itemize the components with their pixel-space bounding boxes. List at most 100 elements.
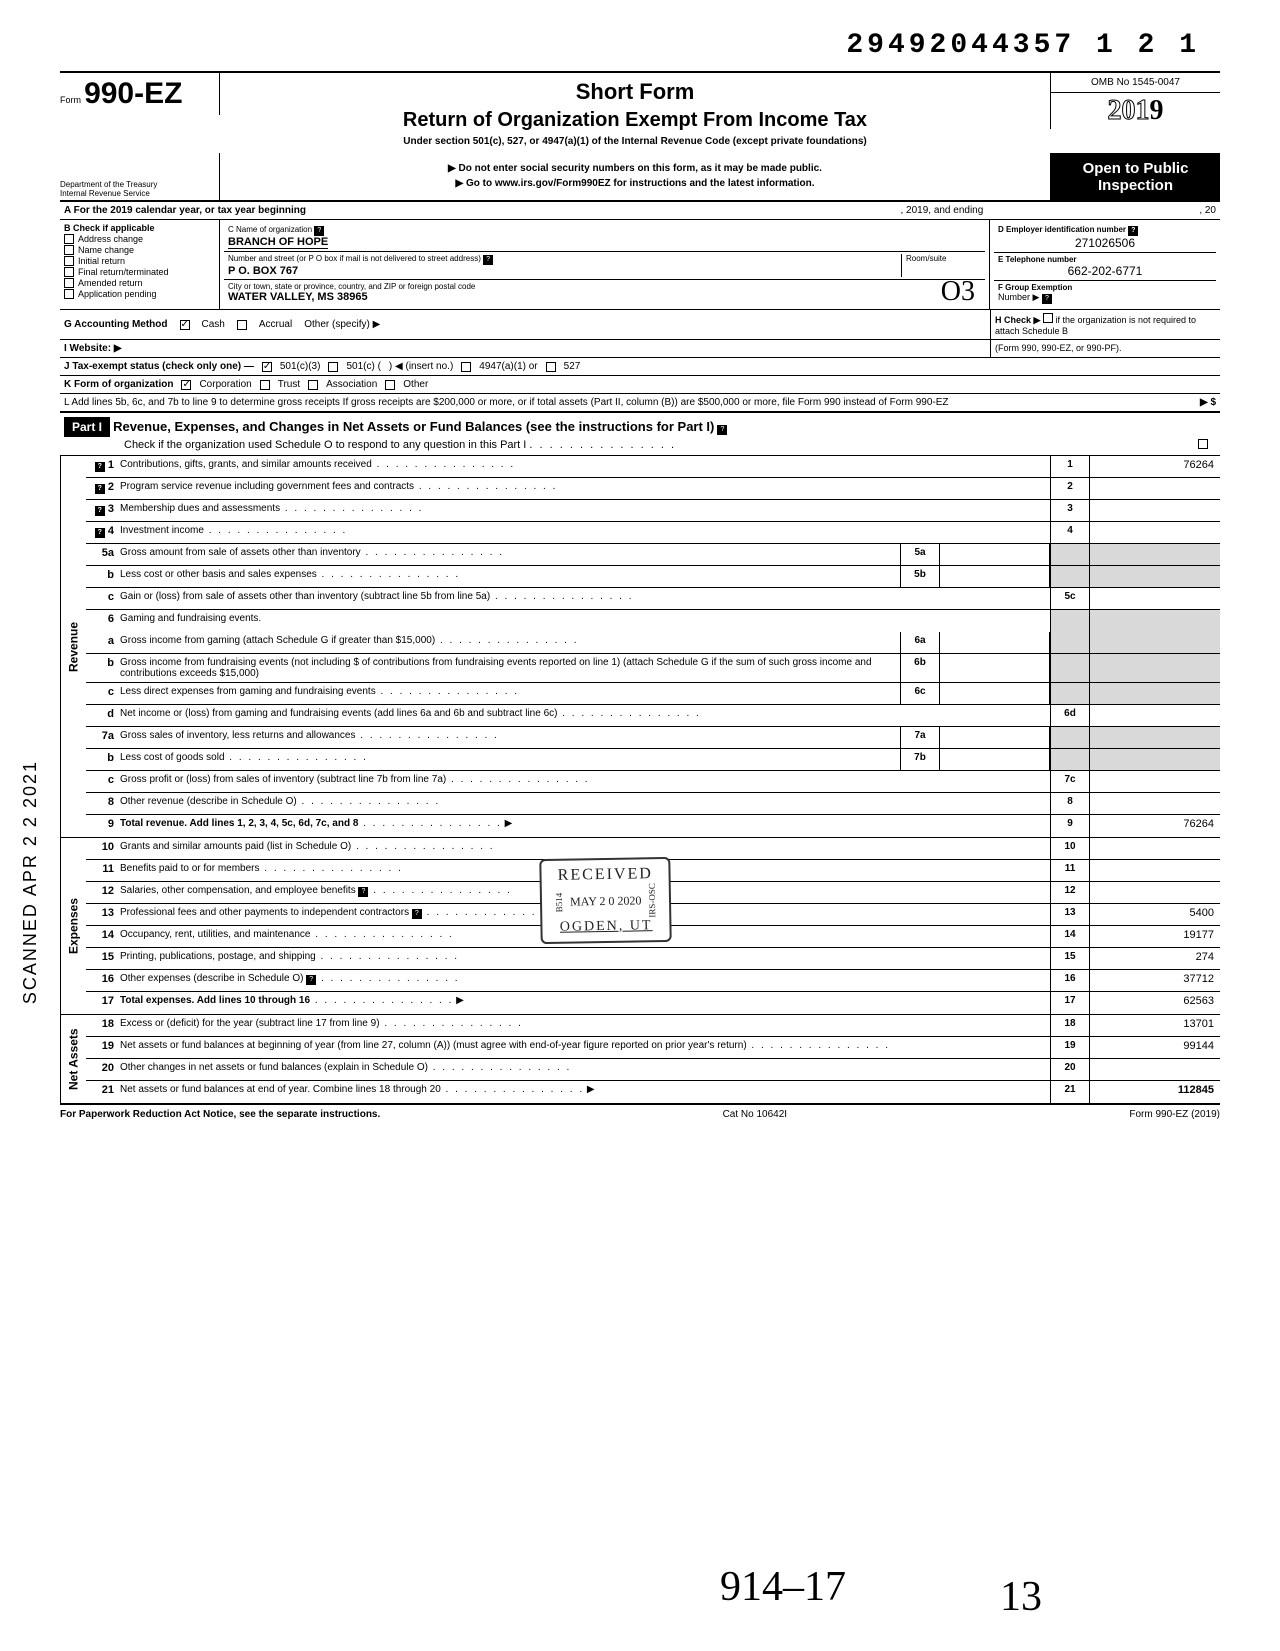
- street-row: Number and street (or P O box if mail is…: [224, 252, 985, 280]
- section-d: D Employer identification number ? 27102…: [994, 223, 1216, 253]
- assoc-label: Association: [326, 379, 377, 390]
- line1-val: 76264: [1090, 456, 1220, 477]
- check-initial[interactable]: Initial return: [64, 256, 215, 266]
- check-amended[interactable]: Amended return: [64, 278, 215, 288]
- trust-checkbox[interactable]: [260, 380, 270, 390]
- chk-lbl-1: Name change: [78, 245, 134, 255]
- part1-label: Part I: [64, 417, 110, 437]
- corp-label: Corporation: [199, 379, 251, 390]
- accrual-checkbox[interactable]: [237, 320, 247, 330]
- line5a-text: Gross amount from sale of assets other t…: [120, 547, 361, 558]
- line9-text: Total revenue. Add lines 1, 2, 3, 4, 5c,…: [120, 818, 358, 829]
- footer-right: Form 990-EZ (2019): [1129, 1109, 1220, 1120]
- line19-val: 99144: [1090, 1037, 1220, 1058]
- help-icon[interactable]: ?: [95, 528, 105, 538]
- row-l: L Add lines 5b, 6c, and 7b to line 9 to …: [60, 394, 1220, 413]
- header-right: OMB No 1545-0047 2019: [1050, 73, 1220, 129]
- h-label: H Check ▶: [995, 315, 1040, 325]
- row-a-ending2: , 20: [1199, 205, 1216, 216]
- help-icon[interactable]: ?: [358, 887, 368, 897]
- check-address[interactable]: Address change: [64, 234, 215, 244]
- part1-check-text: Check if the organization used Schedule …: [124, 439, 526, 451]
- street-label: Number and street (or P O box if mail is…: [228, 254, 481, 263]
- line7c-text: Gross profit or (loss) from sales of inv…: [120, 774, 446, 785]
- revenue-side-label: Revenue: [60, 456, 86, 837]
- line6-text: Gaming and fundraising events.: [120, 613, 261, 624]
- subtitle: Under section 501(c), 527, or 4947(a)(1)…: [230, 136, 1040, 147]
- org-name-row: C Name of organization ? BRANCH OF HOPE: [224, 223, 985, 252]
- line20-text: Other changes in net assets or fund bala…: [120, 1062, 428, 1073]
- help-icon[interactable]: ?: [483, 255, 493, 265]
- 527-checkbox[interactable]: [546, 362, 556, 372]
- stamp-date: MAY 2 0 2020: [570, 893, 642, 909]
- row-k: K Form of organization Corporation Trust…: [60, 376, 1220, 394]
- 501c3-checkbox[interactable]: [262, 362, 272, 372]
- line17-text: Total expenses. Add lines 10 through 16: [120, 995, 310, 1006]
- bcdef-block: B Check if applicable Address change Nam…: [60, 220, 1220, 310]
- insert-no: ) ◀ (insert no.): [389, 361, 453, 372]
- scanned-date-sidebar: SCANNED APR 2 2 2021: [20, 760, 41, 1004]
- help-icon[interactable]: ?: [1128, 226, 1138, 236]
- help-icon[interactable]: ?: [412, 909, 422, 919]
- line19-text: Net assets or fund balances at beginning…: [120, 1040, 747, 1051]
- line6a-text: Gross income from gaming (attach Schedul…: [120, 635, 435, 646]
- line7b-text: Less cost of goods sold: [120, 752, 225, 763]
- line16-val: 37712: [1090, 970, 1220, 991]
- line13-text: Professional fees and other payments to …: [120, 907, 409, 918]
- line12-text: Salaries, other compensation, and employ…: [120, 885, 356, 896]
- year-2: 2: [1108, 95, 1122, 126]
- org-name-label: C Name of organization: [228, 225, 312, 234]
- row-a-ending: , 2019, and ending: [900, 205, 983, 216]
- line5c-text: Gain or (loss) from sale of assets other…: [120, 591, 490, 602]
- line21-text: Net assets or fund balances at end of ye…: [120, 1084, 441, 1095]
- row-a-label: A For the 2019 calendar year, or tax yea…: [64, 205, 306, 216]
- help-icon[interactable]: ?: [717, 425, 727, 435]
- check-final[interactable]: Final return/terminated: [64, 267, 215, 277]
- ssn-warning: ▶ Do not enter social security numbers o…: [226, 163, 1044, 174]
- help-icon[interactable]: ?: [1042, 294, 1052, 304]
- help-icon[interactable]: ?: [95, 506, 105, 516]
- h-checkbox[interactable]: [1043, 313, 1053, 323]
- stamp-received: RECEIVED: [553, 865, 657, 885]
- line4-text: Investment income: [120, 525, 204, 536]
- netassets-section: Net Assets 18Excess or (deficit) for the…: [60, 1015, 1220, 1105]
- dept-col: Department of the Treasury Internal Reve…: [60, 153, 220, 200]
- title-col: Short Form Return of Organization Exempt…: [220, 73, 1050, 153]
- dept-treasury: Department of the Treasury: [60, 180, 217, 189]
- stamp-side2: IRS-OSC: [647, 883, 658, 918]
- row-h2: (Form 990, 990-EZ, or 990-PF).: [990, 340, 1220, 357]
- corp-checkbox[interactable]: [181, 380, 191, 390]
- other-checkbox[interactable]: [385, 380, 395, 390]
- cash-checkbox[interactable]: [180, 320, 190, 330]
- other-label: Other (specify) ▶: [304, 319, 380, 330]
- line6b-text: Gross income from fundraising events (no…: [120, 657, 872, 679]
- otherorg-label: Other: [403, 379, 428, 390]
- 527-label: 527: [564, 361, 581, 372]
- accounting-label: G Accounting Method: [64, 319, 168, 330]
- help-icon[interactable]: ?: [95, 462, 105, 472]
- check-name[interactable]: Name change: [64, 245, 215, 255]
- section-b-title: B Check if applicable: [64, 223, 215, 233]
- 4947-checkbox[interactable]: [461, 362, 471, 372]
- netassets-side-label: Net Assets: [60, 1015, 86, 1103]
- 501c-checkbox[interactable]: [328, 362, 338, 372]
- received-stamp: RECEIVED B514 MAY 2 0 2020 IRS-OSC OGDEN…: [539, 857, 672, 944]
- part1-checkbox[interactable]: [1198, 439, 1208, 449]
- l-arrow: ▶ $: [1200, 397, 1216, 408]
- line14-val: 19177: [1090, 926, 1220, 947]
- check-pending[interactable]: Application pending: [64, 289, 215, 299]
- help-icon[interactable]: ?: [306, 975, 316, 985]
- room-label: Room/suite: [906, 254, 981, 263]
- short-form-title: Short Form: [230, 79, 1040, 105]
- trust-label: Trust: [278, 379, 300, 390]
- help-icon[interactable]: ?: [95, 484, 105, 494]
- stamp-side: B514: [554, 892, 564, 912]
- help-icon[interactable]: ?: [314, 226, 324, 236]
- street: P O. BOX 767: [228, 265, 901, 277]
- assoc-checkbox[interactable]: [308, 380, 318, 390]
- dept-row: Department of the Treasury Internal Reve…: [60, 153, 1220, 202]
- line5b-text: Less cost or other basis and sales expen…: [120, 569, 317, 580]
- website-label: I Website: ▶: [64, 343, 122, 354]
- section-c: C Name of organization ? BRANCH OF HOPE …: [220, 220, 990, 309]
- line15-val: 274: [1090, 948, 1220, 969]
